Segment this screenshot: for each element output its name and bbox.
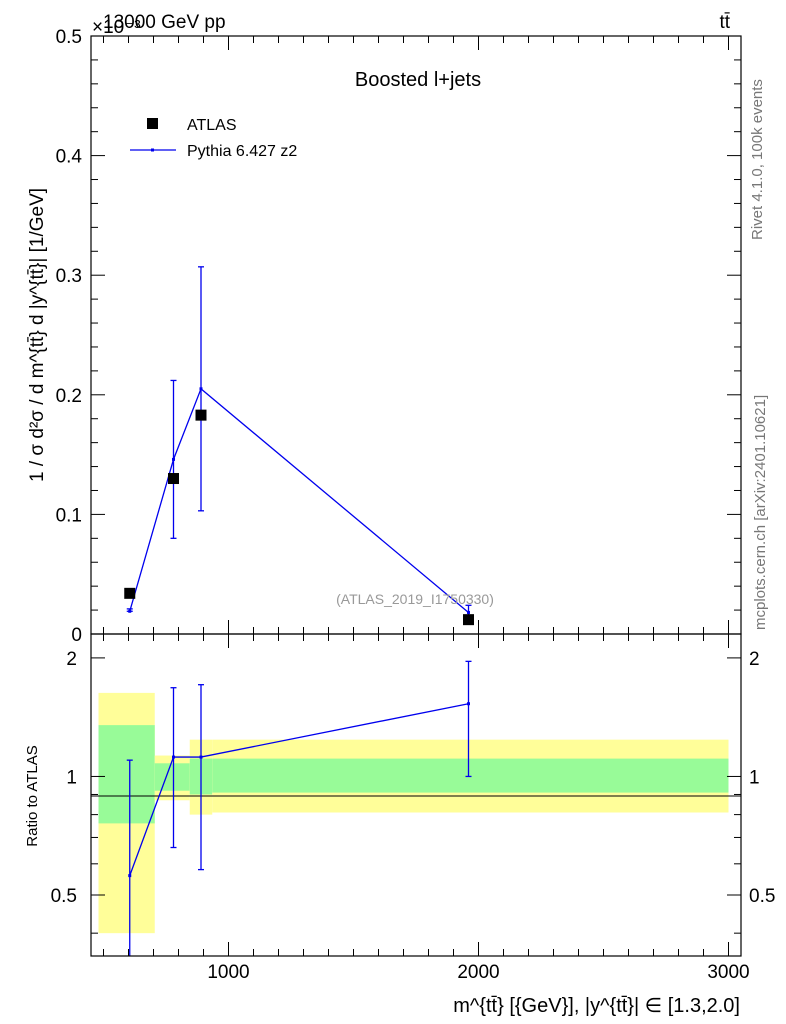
ratio-y-axis-title: Ratio to ATLAS <box>24 745 41 846</box>
analysis-watermark: (ATLAS_2019_I1750330) <box>336 591 494 607</box>
pythia-point <box>172 457 175 461</box>
atlas-data-point <box>195 409 207 421</box>
legend-label-atlas: ATLAS <box>187 117 237 134</box>
process-label: tt̄ <box>719 12 730 33</box>
legend-label-pythia: Pythia 6.427 z2 <box>187 143 297 160</box>
legend-marker-pythia <box>151 148 154 152</box>
pythia-point <box>128 609 132 613</box>
x-tick-label: 3000 <box>707 962 749 983</box>
pythia-line <box>129 387 469 613</box>
ratio-point <box>467 702 470 706</box>
ratio-y-tick-label-right: 1 <box>749 767 760 788</box>
x-tick-label: 1000 <box>207 962 249 983</box>
ratio-uncertainty-band-inner <box>154 763 190 791</box>
y-tick-label: 0.2 <box>56 386 82 407</box>
atlas-data-point <box>124 587 136 599</box>
energy-label: 13000 GeV pp <box>103 12 226 33</box>
rivet-version-label: Rivet 4.1.0, 100k events <box>749 79 766 240</box>
main-plot-panel: 0 0.1 0.2 0.3 0.4 0.5 Boosted l+jets (ATLAS_2… <box>56 27 742 646</box>
y-tick-label: 0.3 <box>56 266 82 287</box>
atlas-data-point <box>463 614 474 626</box>
legend: ATLAS Pythia 6.427 z2 <box>130 117 297 160</box>
x-tick-label: 2000 <box>457 962 499 983</box>
pythia-point <box>467 610 470 614</box>
ratio-uncertainty-band-inner <box>98 725 155 824</box>
ratio-point <box>199 755 203 759</box>
ratio-pythia-line <box>129 703 469 876</box>
atlas-data-point <box>168 473 179 485</box>
ratio-uncertainty-band-inner <box>212 758 729 793</box>
ratio-point <box>172 755 175 759</box>
chart-title: Boosted l+jets <box>355 69 481 91</box>
ratio-frame <box>90 633 742 957</box>
y-axis-title: 1 / σ d²σ / d m^{tt̄} d |y^{tt̄}| [1/GeV… <box>27 188 48 482</box>
ratio-y-tick-label-right: 0.5 <box>749 886 775 907</box>
ratio-y-tick-label-right: 2 <box>749 649 760 670</box>
ratio-y-tick-label: 0.5 <box>51 886 77 907</box>
ratio-y-tick-label: 2 <box>66 649 77 670</box>
ratio-point <box>128 874 132 878</box>
y-tick-label: 0 <box>71 625 82 646</box>
legend-marker-atlas <box>147 118 158 129</box>
pythia-point <box>199 387 203 391</box>
ratio-plot-panel: 0.5 0.5 1 1 2 2 1000 2000 3000 <box>51 633 775 983</box>
x-axis-title: m^{tt̄} [{GeV}], |y^{tt̄}| ∈ [1.3,2.0] <box>453 995 740 1017</box>
mcplots-label: mcplots.cern.ch [arXiv:2401.10621] <box>752 395 769 630</box>
y-exponent-label: ×10⁻³ <box>92 17 141 38</box>
y-tick-label: 0.5 <box>56 27 82 48</box>
y-tick-label: 0.4 <box>56 147 83 168</box>
y-tick-label: 0.1 <box>56 505 82 526</box>
ratio-y-tick-label: 1 <box>66 767 77 788</box>
